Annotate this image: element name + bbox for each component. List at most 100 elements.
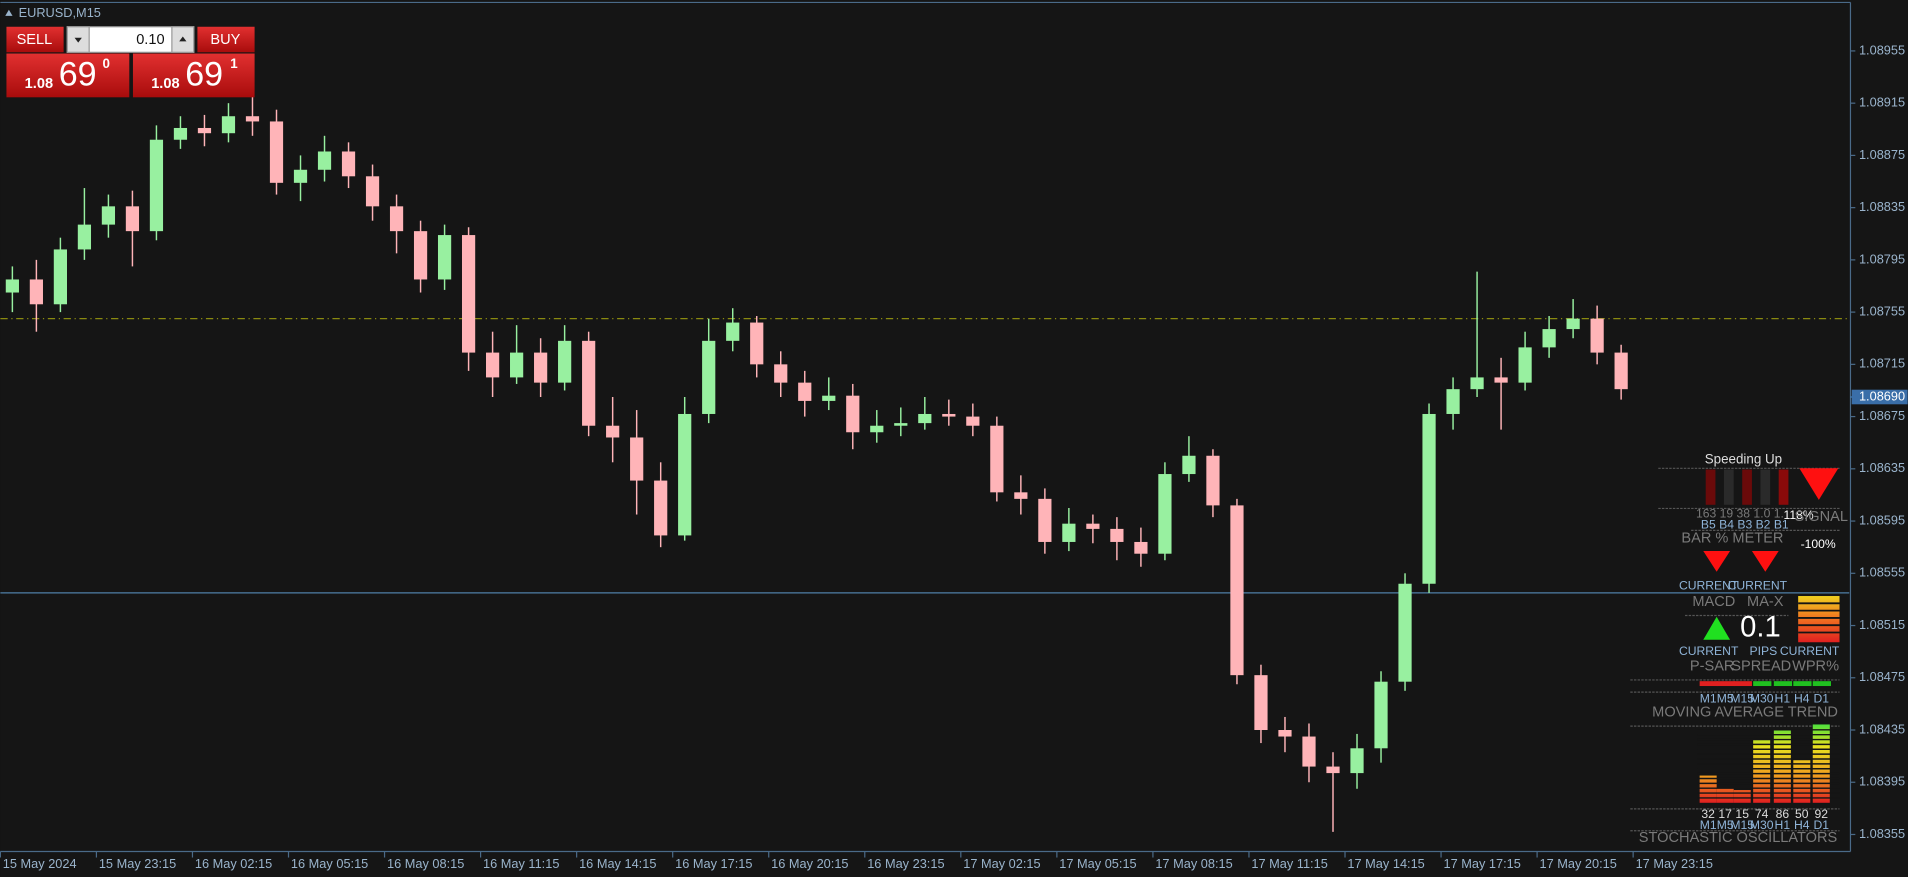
last-price-box: [1851, 389, 1908, 405]
candle-body: [966, 416, 980, 426]
macd-top: CURRENT: [1679, 579, 1739, 593]
x-tick-label: 16 May 14:15: [579, 856, 656, 871]
x-tick-label: 17 May 08:15: [1155, 856, 1232, 871]
candle-body: [173, 127, 188, 140]
candle-body: [317, 151, 332, 170]
candle-body: [1446, 389, 1460, 414]
candle-body: [1038, 498, 1052, 542]
candle-body: [437, 235, 452, 280]
candle-body: [630, 437, 644, 481]
y-tick-label: 1.08875: [1859, 147, 1905, 162]
ma-trend-cell: [1699, 681, 1718, 687]
max-arrow: [1751, 551, 1779, 572]
ma-trend-cell: [1812, 681, 1831, 687]
stochastic-timeframe: M5: [1717, 818, 1734, 832]
ma-timeframe: M1: [1700, 692, 1717, 706]
candle-body: [101, 206, 116, 225]
candle-body: [461, 235, 476, 353]
y-tick-label: 1.08595: [1859, 512, 1905, 527]
candle-body: [125, 206, 140, 232]
candle-body: [1302, 736, 1316, 767]
price-small: 1: [230, 56, 238, 71]
candle-body: [149, 139, 164, 232]
candle-body: [1206, 455, 1220, 506]
plot: [0, 77, 1850, 832]
macd-name: MACD: [1692, 594, 1735, 610]
candle-body: [582, 340, 596, 426]
x-tick-label: 16 May 17:15: [675, 856, 752, 871]
stochastic-bar: [1753, 739, 1771, 803]
stochastic-bar: [1716, 788, 1734, 803]
candle-body: [798, 382, 812, 401]
candle-body: [221, 116, 236, 134]
x-tick-label: 16 May 08:15: [387, 856, 464, 871]
candle-body: [1614, 352, 1628, 390]
x-tick-label: 16 May 02:15: [195, 856, 272, 871]
ma-timeframe: M30: [1750, 692, 1774, 706]
candle-body: [726, 322, 740, 341]
y-tick-label: 1.08635: [1859, 460, 1905, 475]
ma-timeframe: H1: [1775, 692, 1791, 706]
candle-body: [1350, 748, 1364, 774]
candle-body: [1542, 329, 1556, 348]
candle-body: [5, 279, 19, 293]
ma-trend-cell: [1753, 681, 1772, 687]
candle-body: [1230, 505, 1244, 676]
stochastic-value: 17: [1718, 807, 1732, 821]
candle-body: [990, 425, 1004, 493]
stochastic-bar: [1733, 790, 1751, 803]
x-tick-label: 17 May 11:15: [1251, 856, 1327, 871]
price-prefix: 1.08: [25, 76, 53, 92]
last-price-label: 1.08690: [1859, 388, 1905, 403]
signal-arrow: [1799, 468, 1839, 500]
candle-body: [365, 176, 380, 207]
candle-body: [1518, 347, 1532, 383]
psar-top: CURRENT: [1679, 644, 1739, 658]
buy-price-box[interactable]: [132, 53, 255, 98]
price-prefix: 1.08: [151, 76, 179, 92]
candle-body: [1278, 730, 1292, 737]
x-tick-label: 16 May 11:15: [483, 856, 559, 871]
ma-trend-cell: [1773, 681, 1793, 687]
candle-body: [1326, 766, 1340, 774]
stochastic-bar: [1699, 775, 1717, 803]
buy-button[interactable]: [197, 26, 255, 53]
lot-value: 0.10: [136, 32, 164, 48]
y-tick-label: 1.08755: [1859, 303, 1905, 318]
y-tick-label: 1.08355: [1859, 826, 1905, 841]
arrow-up: [179, 36, 187, 42]
candle-body: [918, 413, 932, 424]
sell-price-box[interactable]: [6, 53, 130, 98]
price-big: 69: [185, 56, 223, 94]
stochastic-timeframe: M1: [1700, 818, 1717, 832]
bar-labels: B5 B4 B3 B2 B1: [1701, 518, 1789, 532]
x-tick-label: 17 May 14:15: [1347, 856, 1424, 871]
bar-values: 163 19 38 1.0 1.: [1696, 507, 1784, 521]
bar-meter-bar: [1760, 469, 1771, 505]
indicator-panel: Speeding Up 163 19 38 1.0 1. B5 B4 B3 B2…: [1630, 451, 1848, 846]
candle-body: [1494, 377, 1508, 383]
y-tick-label: 1.08395: [1859, 774, 1905, 789]
x-tick-label: 15 May 23:15: [99, 856, 176, 871]
spread-value: 0.1: [1740, 612, 1781, 644]
x-tick-label: 16 May 05:15: [291, 856, 368, 871]
candle-body: [1110, 528, 1124, 542]
candle-body: [269, 121, 284, 183]
psar-name: P-SAR: [1690, 658, 1735, 674]
sell-button[interactable]: [6, 26, 64, 53]
ma-timeframe: D1: [1813, 692, 1829, 706]
candle-body: [606, 425, 620, 438]
ma-timeframe: H4: [1794, 692, 1810, 706]
collapse-icon[interactable]: [5, 9, 13, 16]
candle-body: [1086, 523, 1100, 529]
price-big: 69: [59, 56, 97, 94]
bar-pct: 118%: [1784, 508, 1814, 522]
max-name: MA-X: [1747, 594, 1784, 610]
ma-trend-cell: [1733, 681, 1752, 687]
candle-body: [1254, 675, 1268, 731]
stochastic-value: 92: [1815, 807, 1829, 821]
stochastic-value: 86: [1776, 807, 1790, 821]
y-tick-label: 1.08795: [1859, 251, 1905, 266]
